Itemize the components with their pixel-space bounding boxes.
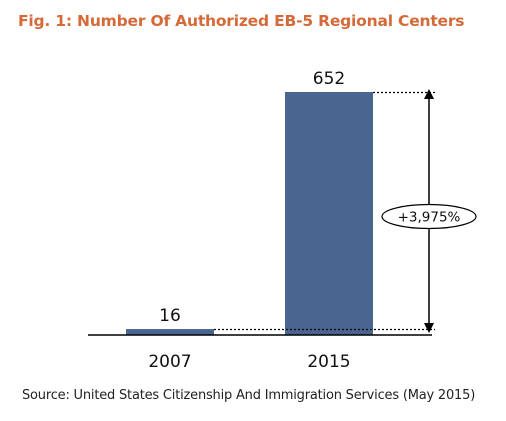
growth-label-ellipse [381,203,477,230]
source-note: Source: United States Citizenship And Im… [22,388,476,403]
value-label-2007: 16 [159,306,181,326]
bar-2015 [285,92,373,335]
growth-label: +3,975% [398,210,461,226]
bar-2007 [126,329,214,335]
chart-title: Fig. 1: Number Of Authorized EB-5 Region… [18,12,465,30]
plot-area: 16 2007 652 2015 +3,975% [88,69,477,372]
value-label-2015: 652 [313,69,345,89]
tick-label-2007: 2007 [148,352,191,372]
tick-label-2015: 2015 [307,352,350,372]
